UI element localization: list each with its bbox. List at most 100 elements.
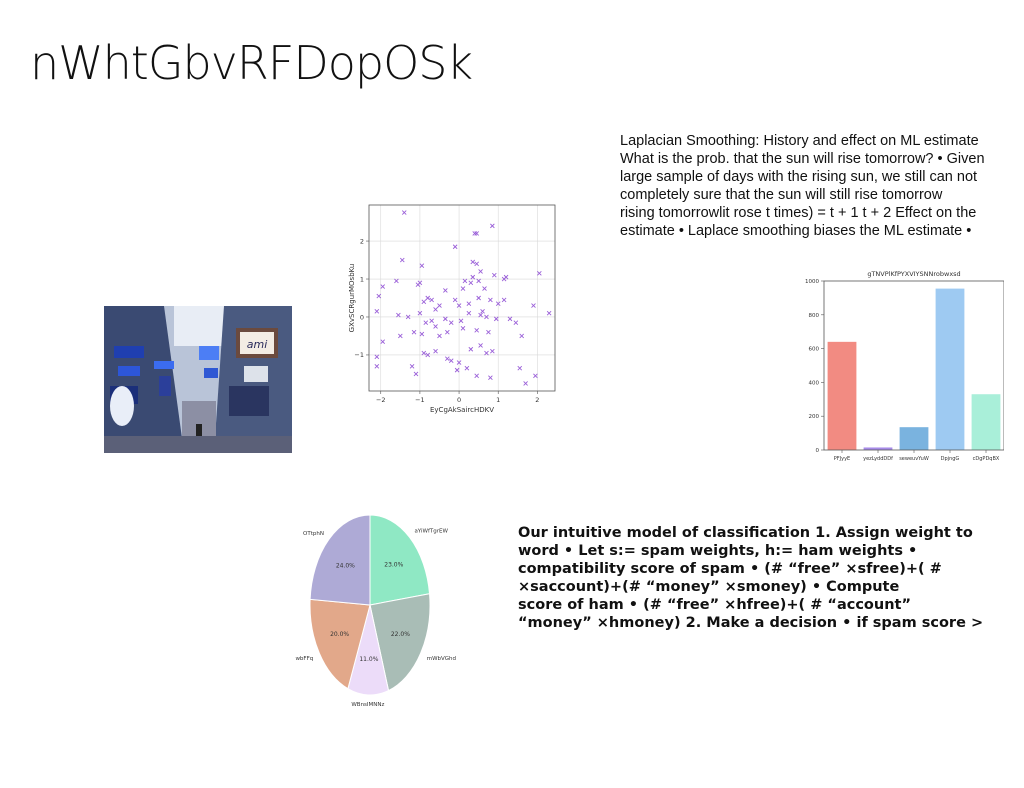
scatter-point (478, 269, 483, 274)
scatter-point (490, 348, 495, 354)
scatter-point (423, 320, 429, 325)
pie-category-label: OTtphN (303, 531, 324, 537)
pie-slice (369, 514, 431, 606)
scatter-point (458, 318, 464, 324)
scatter-xtick-label: 2 (535, 396, 539, 404)
bar-ytick-label: 200 (809, 414, 820, 420)
scatter-point (476, 295, 481, 301)
bar (827, 341, 857, 450)
scatter-point (421, 299, 427, 305)
scatter-point (380, 339, 386, 344)
scatter-point (380, 284, 386, 289)
scatter-point (419, 263, 425, 269)
street-photo: ami (104, 306, 292, 453)
scatter-xtick-label: 0 (457, 396, 461, 404)
scatter-point (486, 329, 491, 335)
scatter-point (507, 316, 513, 322)
pie-percent-label: 20.0% (330, 631, 349, 638)
slide-title: nWhtGbvRFDopOSk (30, 36, 473, 90)
scatter-point (474, 261, 480, 267)
scatter-point (491, 272, 497, 278)
scatter-point (425, 352, 431, 358)
scatter-xtick-label: 1 (496, 396, 500, 404)
scatter-point (443, 288, 448, 293)
bar (863, 447, 893, 450)
scatter-point (376, 293, 382, 299)
bar-category-label: seweuvYuW (899, 456, 929, 462)
scatter-point (409, 364, 415, 369)
scatter-xlabel: EyCgAkSaircHDKV (430, 406, 494, 414)
scatter-point (456, 360, 462, 365)
bar-category-label: cDgPDqBX (973, 456, 1000, 462)
scatter-point (433, 348, 438, 354)
scatter-point (394, 278, 399, 284)
pie-percent-label: 24.0% (336, 563, 355, 570)
scatter-chart: −2 −1 0 1 2 −1 0 1 2 EyCgAkSaircHDKV GXvSCRgurMO… (348, 204, 556, 414)
paragraph-line: large sample of days with the rising sun… (620, 169, 978, 185)
scatter-frame (368, 204, 556, 392)
scatter-point (474, 327, 480, 333)
scatter-point (444, 329, 450, 335)
scatter-point (374, 354, 380, 360)
bar-ytick-label: 800 (809, 313, 820, 319)
bold-line: score of ham • (# “free” ×hfree)+( # “ac… (518, 597, 912, 613)
scatter-point (546, 310, 552, 316)
pie-chart: 23.0% aYiWfTgrEW 22.0% mWbVGhd 11.0% WBnsIMNN… (295, 514, 456, 708)
bold-line: compatibility score of spam • (# “free” … (518, 561, 942, 577)
scatter-point (468, 280, 474, 286)
scatter-point (454, 367, 460, 373)
bar (935, 288, 965, 450)
scatter-point (484, 350, 489, 356)
scatter-point (421, 350, 427, 356)
bar-ytick-label: 600 (809, 347, 820, 353)
paragraph-line: rising tomorrowlit rose t times) = t + 1… (620, 205, 977, 221)
bar-ytick-label: 0 (816, 448, 820, 454)
scatter-point (460, 326, 466, 331)
scatter-point (519, 333, 525, 339)
scatter-point (460, 286, 466, 291)
scatter-point (398, 333, 403, 339)
photo-sign-text: ami (247, 338, 268, 351)
scatter-ytick-label: 2 (360, 237, 364, 245)
bar-category-label: DpjngG (941, 456, 960, 462)
scatter-point (501, 297, 507, 303)
scatter-point (474, 373, 480, 379)
scatter-point (444, 356, 450, 362)
scatter-point (478, 343, 483, 348)
scatter-point (490, 223, 495, 229)
scatter-point (417, 310, 423, 316)
bold-line: “money” ×hmoney) 2. Make a decision • if… (518, 615, 984, 631)
scatter-ytick-label: 1 (360, 275, 364, 283)
scatter-point (405, 314, 411, 320)
classification-paragraph: Our intuitive model of classification 1.… (518, 524, 1024, 632)
bold-line: word • Let s:= spam weights, h:= ham wei… (518, 543, 918, 559)
pie-slice (369, 593, 431, 692)
scatter-point (503, 274, 509, 280)
scatter-point (476, 278, 481, 284)
scatter-point (437, 333, 442, 339)
scatter-point (484, 314, 489, 320)
scatter-point (413, 371, 419, 377)
scatter-point (523, 381, 528, 386)
pie-category-label: mWbVGhd (427, 656, 456, 662)
laplacian-paragraph: Laplacian Smoothing: History and effect … (620, 132, 1020, 240)
paragraph-line: completely sure that the sun will still … (620, 187, 943, 203)
scatter-point (517, 365, 523, 371)
bold-line: ×saccount)+(# “money” ×smoney) • Compute (518, 579, 900, 595)
scatter-point (472, 231, 478, 236)
scatter-point (466, 301, 472, 307)
scatter-point (480, 308, 485, 314)
scatter-point (429, 297, 434, 303)
scatter-point (401, 210, 407, 215)
pie-slice (309, 514, 371, 606)
scatter-point (452, 297, 458, 303)
scatter-ytick-label: −1 (354, 351, 364, 359)
scatter-point (482, 286, 487, 291)
scatter-point (488, 297, 493, 303)
scatter-point (488, 375, 493, 381)
bar-ytick-label: 1000 (805, 279, 819, 285)
scatter-xtick-label: −1 (415, 396, 425, 404)
scatter-point (433, 324, 438, 329)
scatter-ylabel: GXvSCRgurMOsbKu (348, 264, 356, 333)
scatter-point (456, 303, 462, 308)
